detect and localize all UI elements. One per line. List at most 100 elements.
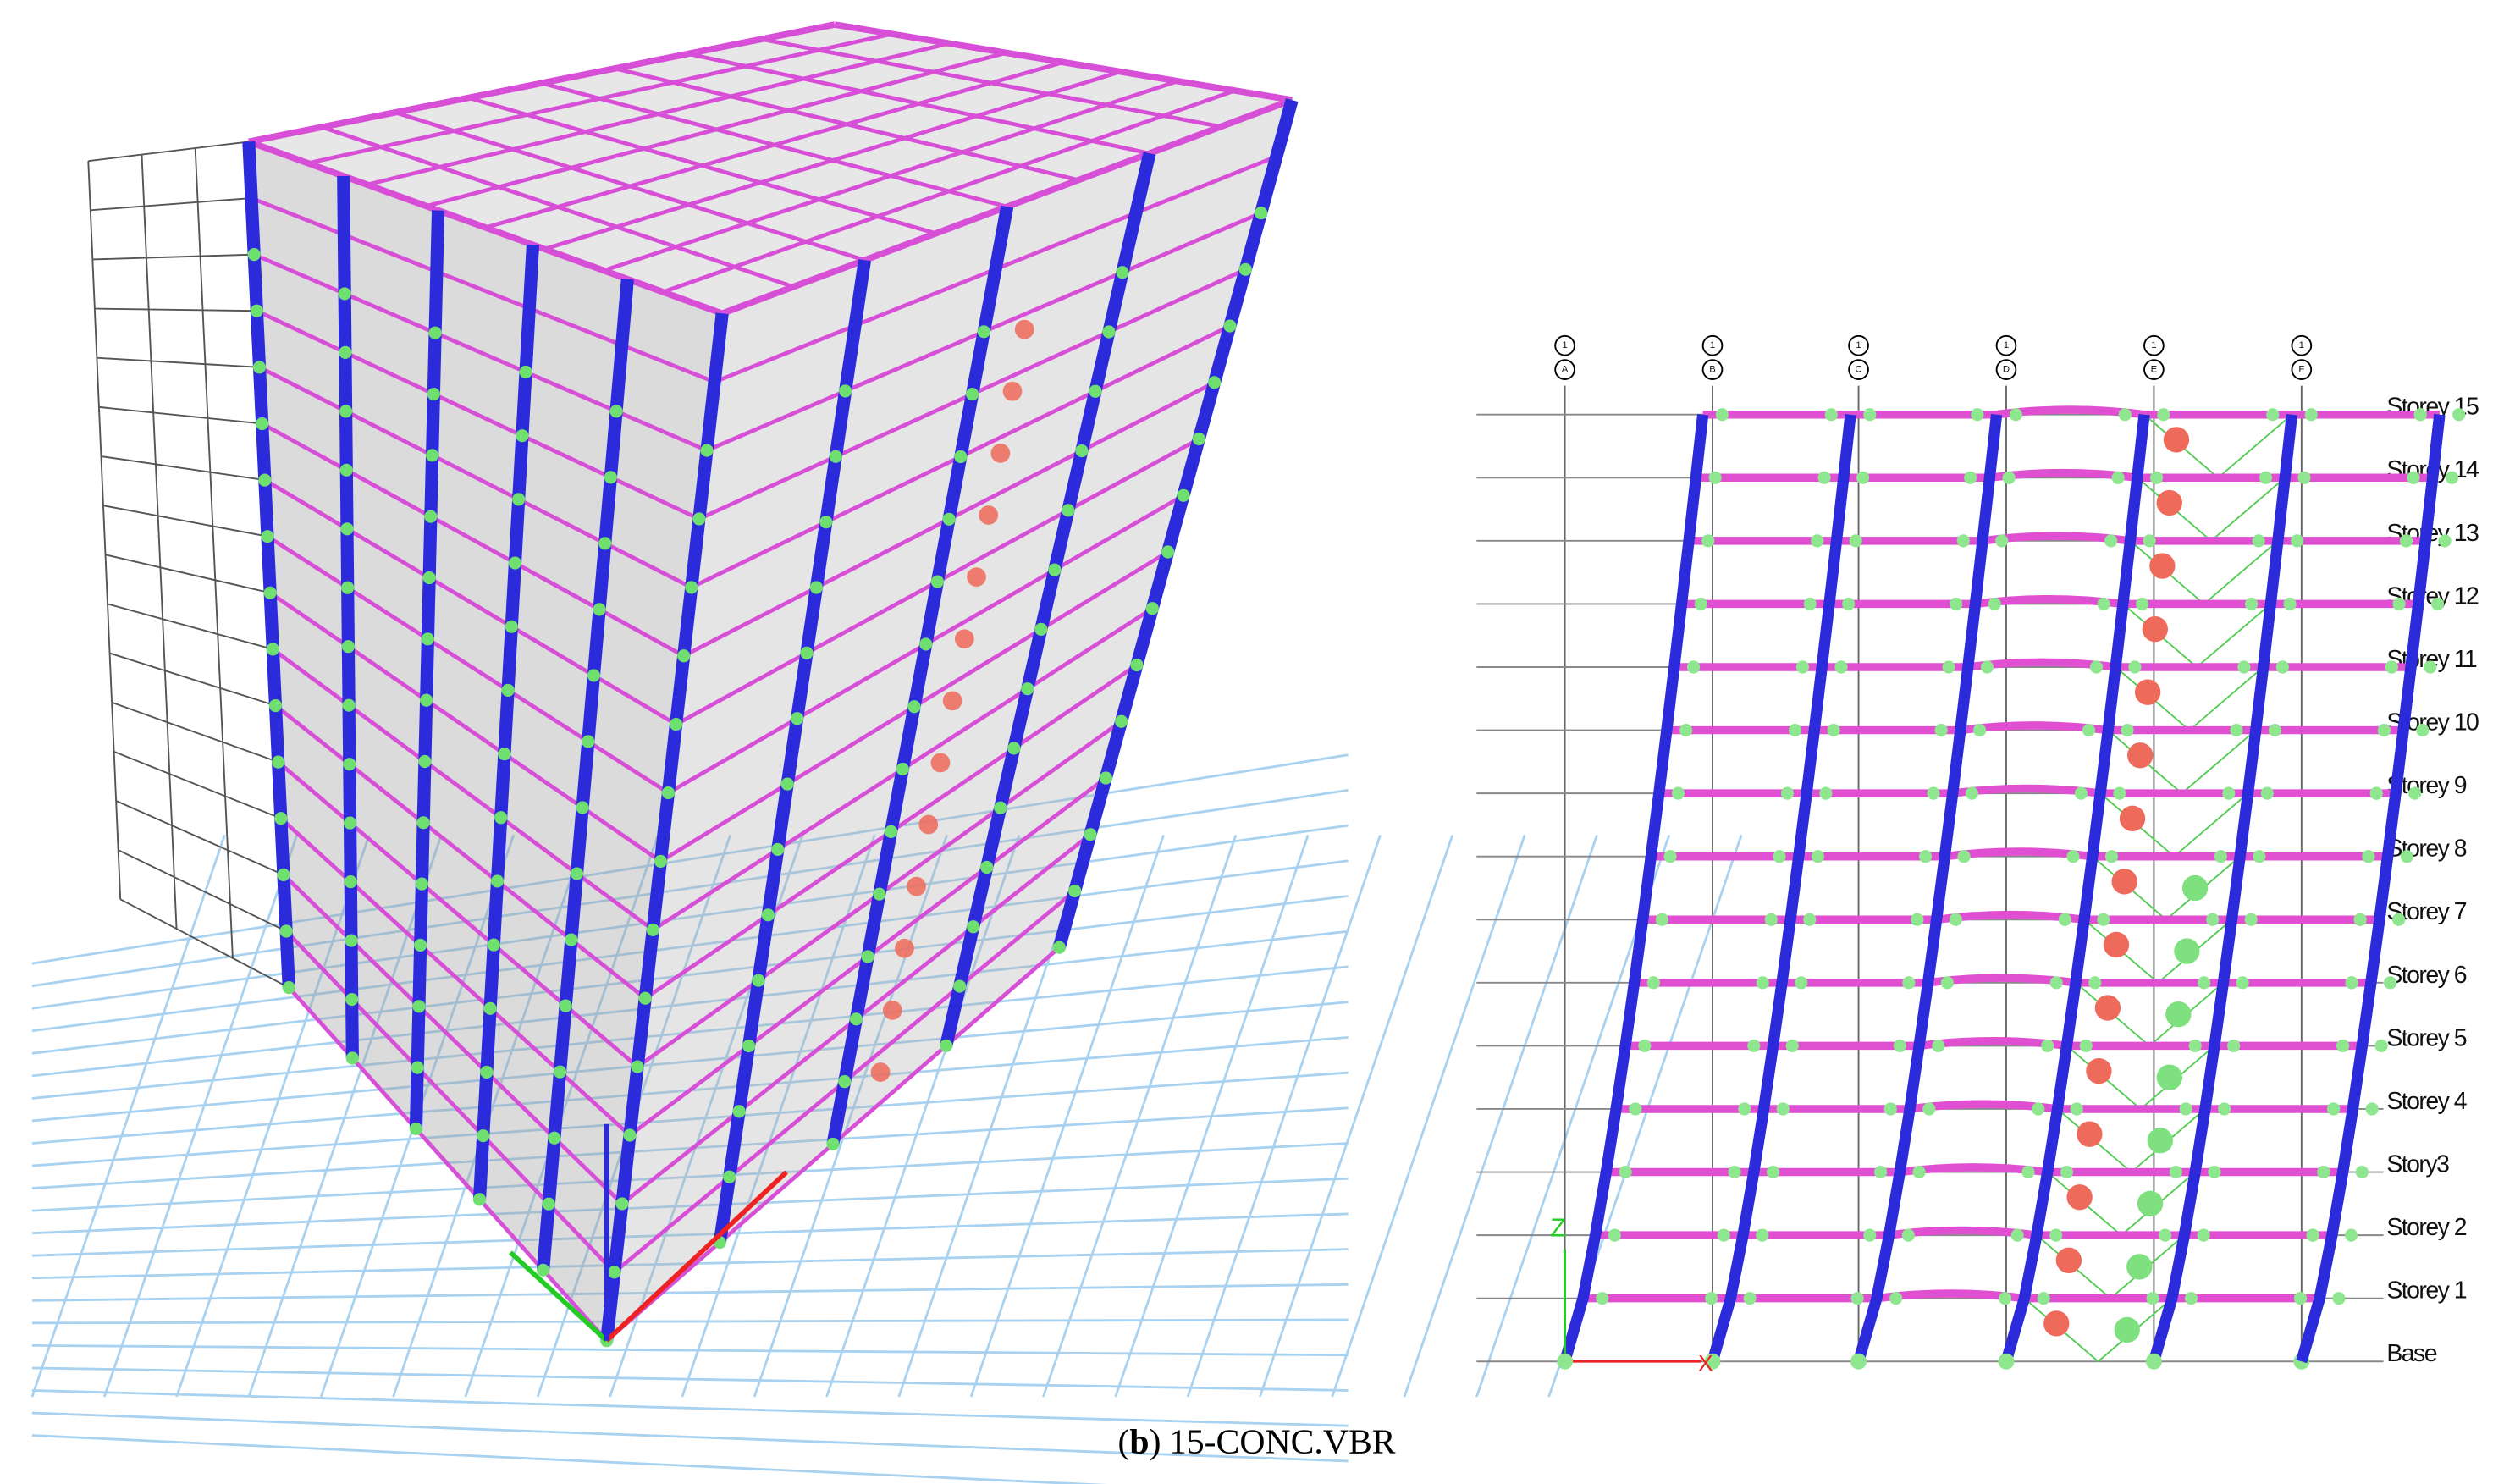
support (1998, 1353, 2015, 1370)
hinge (598, 537, 612, 550)
floor-grid (31, 753, 1349, 965)
hinge (791, 712, 804, 725)
hinge (1034, 622, 1048, 636)
grid-bubble (2143, 359, 2165, 380)
hinge (338, 287, 351, 301)
floor-grid (31, 1434, 1108, 1484)
hinge-red (2142, 615, 2168, 643)
beam (268, 591, 662, 863)
floor-grid (30, 835, 226, 1398)
hinge (542, 1197, 555, 1211)
hinge (2260, 786, 2274, 800)
hinge-red (2077, 1121, 2103, 1147)
back-frame (92, 253, 255, 261)
model-3d (30, 21, 1743, 1484)
hinge (1663, 850, 1677, 863)
hinge (2230, 723, 2243, 737)
hinge (490, 874, 505, 888)
roof-beam (687, 52, 1150, 156)
hinge (1048, 563, 1062, 576)
hinge-red (918, 814, 939, 835)
roof-beam (662, 88, 1236, 295)
beam (287, 985, 609, 1343)
hinge (477, 1129, 490, 1143)
hinge (646, 923, 659, 936)
hinge (483, 1001, 497, 1015)
hinge (1811, 534, 1824, 548)
hinge (2424, 660, 2437, 674)
hinge (416, 816, 430, 830)
hinge (2058, 913, 2071, 926)
hinge (505, 620, 518, 633)
hinge (414, 938, 427, 952)
floor-grid (753, 835, 948, 1398)
hinge (1817, 471, 1831, 484)
hinge (723, 1170, 736, 1183)
floor-grid (31, 1177, 1349, 1235)
floor-grid (31, 965, 1349, 1100)
hinge (498, 747, 511, 761)
back-frame (87, 161, 122, 900)
hinge (615, 1197, 629, 1211)
grid-row: 1 (2004, 340, 2009, 350)
hinge (2304, 408, 2318, 422)
caption: (b) 15-CONC.VBR (1117, 1422, 1395, 1461)
hinge (1062, 504, 1075, 517)
hinge (2374, 1039, 2388, 1052)
grid-col: A (1562, 365, 1569, 375)
hinge (2002, 471, 2016, 484)
hinge (512, 493, 526, 506)
hinge (732, 1105, 746, 1118)
hinge (593, 603, 606, 616)
hinge-red (954, 629, 974, 649)
hinge-red (942, 691, 962, 711)
roof-edge (248, 21, 836, 146)
beam (261, 422, 685, 658)
hinge (1756, 976, 1769, 990)
back-frame (98, 405, 262, 425)
hinge (2184, 1292, 2198, 1305)
hinge (1788, 723, 1802, 737)
hinge (1638, 1039, 1652, 1052)
hinge (2066, 850, 2080, 863)
hinge (2365, 1102, 2379, 1116)
hinge (2041, 1039, 2054, 1052)
hinge (604, 471, 617, 484)
hinge (1075, 444, 1089, 458)
floor-grid (31, 1001, 1349, 1123)
hinge (654, 854, 667, 869)
hinge (2136, 597, 2149, 611)
hinge (1596, 1292, 1609, 1305)
hinge (2227, 1039, 2241, 1052)
hinge (1824, 408, 1838, 422)
storey-label: Story3 (2386, 1150, 2449, 1178)
hinge (1255, 207, 1268, 220)
hinge (2126, 1254, 2153, 1280)
hinge-red (907, 876, 926, 896)
hinge (685, 581, 698, 594)
hinge (1671, 786, 1685, 800)
grid-bubble (1848, 334, 1869, 356)
floor-grid (31, 859, 1349, 1033)
hinge (1747, 1039, 1761, 1052)
hinge (1850, 1292, 1864, 1305)
hinge (1208, 376, 1222, 389)
support (1557, 1353, 1574, 1370)
hinge (2259, 471, 2273, 484)
hinge (340, 522, 354, 536)
hinge (415, 877, 428, 891)
column (1707, 413, 1856, 1364)
hinge (2097, 913, 2110, 926)
hinge (2445, 471, 2459, 484)
hinge (1679, 723, 1693, 737)
hinge (2392, 597, 2406, 611)
hinge (2336, 1039, 2350, 1052)
hinge (565, 933, 578, 946)
hinge (1995, 534, 2009, 548)
hinge (1655, 913, 1668, 926)
hinge (2198, 976, 2211, 990)
hinge (421, 632, 434, 646)
hinge (2174, 938, 2200, 964)
hinge (247, 248, 261, 262)
